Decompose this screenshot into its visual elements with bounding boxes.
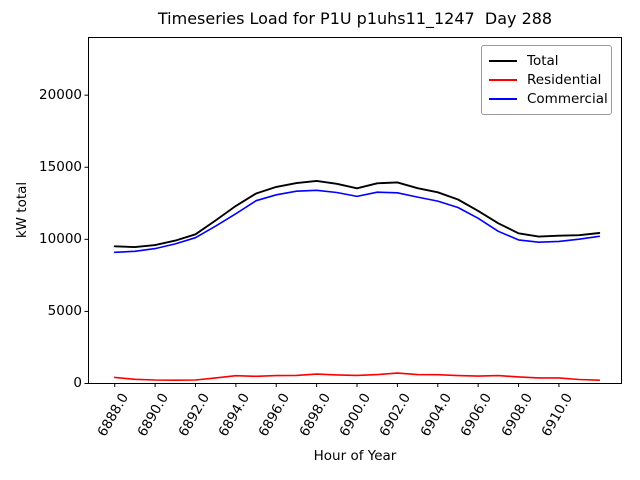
- residential-line-swatch: [489, 78, 517, 81]
- y-tick-label: 15000: [39, 158, 82, 175]
- y-tick-label: 5000: [47, 302, 82, 319]
- legend-entry-commercial: Commercial: [489, 89, 608, 108]
- y-tick-label: 10000: [39, 230, 82, 247]
- x-axis-label: Hour of Year: [313, 448, 397, 464]
- series-line-commercial: [113, 189, 601, 254]
- series-line-residential: [113, 372, 601, 382]
- legend: Total Residential Commercial: [481, 45, 612, 115]
- y-tick-label: 0: [73, 375, 82, 391]
- legend-label-residential: Residential: [527, 71, 602, 88]
- total-line-swatch: [489, 59, 517, 62]
- plot-frame: [88, 37, 622, 384]
- chart-title: Timeseries Load for P1U p1uhs11_1247 Day…: [157, 9, 553, 28]
- commercial-line-swatch: [489, 97, 517, 100]
- y-tick-label: 20000: [39, 86, 82, 103]
- legend-entry-total: Total: [489, 51, 603, 70]
- legend-label-commercial: Commercial: [527, 90, 608, 107]
- y-axis-label: kW total: [14, 181, 30, 239]
- legend-entry-residential: Residential: [489, 70, 603, 89]
- legend-label-total: Total: [527, 52, 559, 69]
- series-line-total: [113, 179, 601, 249]
